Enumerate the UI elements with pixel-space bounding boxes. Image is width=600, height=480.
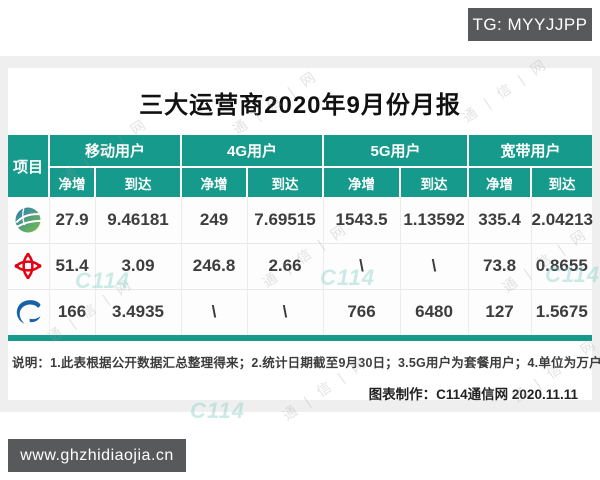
subheader-total: 到达 (399, 167, 469, 197)
website-badge: www.ghzhidiaojia.cn (8, 439, 186, 472)
cell-mobile-total: 9.46181 (94, 197, 182, 243)
column-header-item: 项目 (8, 135, 49, 197)
column-group-mobile-users: 移动用户 (47, 135, 182, 168)
column-group-4g-users: 4G用户 (180, 135, 324, 168)
cell-4g-net-add: 246.8 (180, 242, 248, 289)
cell-5g-total: 1.13592 (399, 197, 469, 243)
cell-5g-net-add: 766 (322, 288, 401, 335)
china-telecom-logo-icon (8, 288, 49, 335)
page-title: 三大运营商2020年9月份月报 (139, 92, 461, 119)
cell-4g-net-add: 249 (180, 197, 248, 243)
cell-5g-total: \ (399, 242, 469, 289)
cell-broadband-net-add: 335.4 (467, 197, 532, 243)
cell-mobile-net-add: 27.9 (48, 197, 95, 243)
subheader-total: 到达 (246, 167, 324, 197)
cell-5g-net-add: \ (322, 242, 401, 289)
cell-4g-total: \ (246, 288, 324, 335)
carrier-report-table: 项目 移动用户 4G用户 5G用户 宽带用户 净增 到达 净增 到达 净增 到达… (8, 135, 593, 335)
table-row-china-telecom: 166 3.4935 \ \ 766 6480 127 1.5675 (8, 288, 593, 335)
cell-broadband-net-add: 73.8 (467, 242, 532, 289)
subheader-net-add: 净增 (467, 167, 532, 197)
table-bottom-bar (8, 335, 592, 341)
cell-mobile-total: 3.09 (94, 242, 182, 289)
subheader-net-add: 净增 (322, 167, 401, 197)
cell-broadband-total: 2.04213 (530, 197, 593, 243)
subheader-net-add: 净增 (48, 167, 95, 197)
cell-mobile-net-add: 166 (48, 288, 95, 335)
cell-mobile-net-add: 51.4 (48, 242, 95, 289)
column-group-5g-users: 5G用户 (322, 135, 469, 168)
report-card: 三大运营商2020年9月份月报 项目 移动用户 4G用户 5G用户 宽带用户 净… (8, 68, 600, 402)
footnote: 说明：1.此表根据公开数据汇总整理得来；2.统计日期截至9月30日；3.5G用户… (12, 356, 600, 370)
subheader-total: 到达 (530, 167, 593, 197)
china-mobile-logo-icon (8, 197, 49, 243)
china-mobile-logo (15, 207, 41, 233)
china-telecom-logo (17, 300, 41, 324)
website-url: www.ghzhidiaojia.cn (20, 446, 174, 464)
china-unicom-logo-icon (8, 242, 49, 289)
subheader-net-add: 净增 (180, 167, 248, 197)
subheader-total: 到达 (93, 167, 182, 197)
cell-5g-net-add: 1543.5 (322, 197, 401, 243)
cell-mobile-total: 3.4935 (94, 288, 182, 335)
cell-broadband-total: 1.5675 (530, 288, 593, 335)
cell-5g-total: 6480 (399, 288, 469, 335)
table-row-china-mobile: 27.9 9.46181 249 7.69515 1543.5 1.13592 … (8, 197, 593, 243)
cell-broadband-total: 0.8655 (530, 242, 593, 289)
cell-4g-net-add: \ (180, 288, 248, 335)
table-row-china-unicom: 51.4 3.09 246.8 2.66 \ \ 73.8 0.8655 (8, 242, 593, 289)
cell-4g-total: 2.66 (246, 242, 324, 289)
china-unicom-logo (14, 252, 42, 280)
column-group-broadband-users: 宽带用户 (467, 135, 593, 168)
credit-line: 图表制作：C114通信网 2020.11.11 (368, 387, 578, 402)
cell-broadband-net-add: 127 (467, 288, 532, 335)
tg-contact-badge: TG: MYYJJPP (468, 8, 592, 41)
cell-4g-total: 7.69515 (246, 197, 324, 243)
tg-contact-label: TG: MYYJJPP (472, 14, 588, 34)
